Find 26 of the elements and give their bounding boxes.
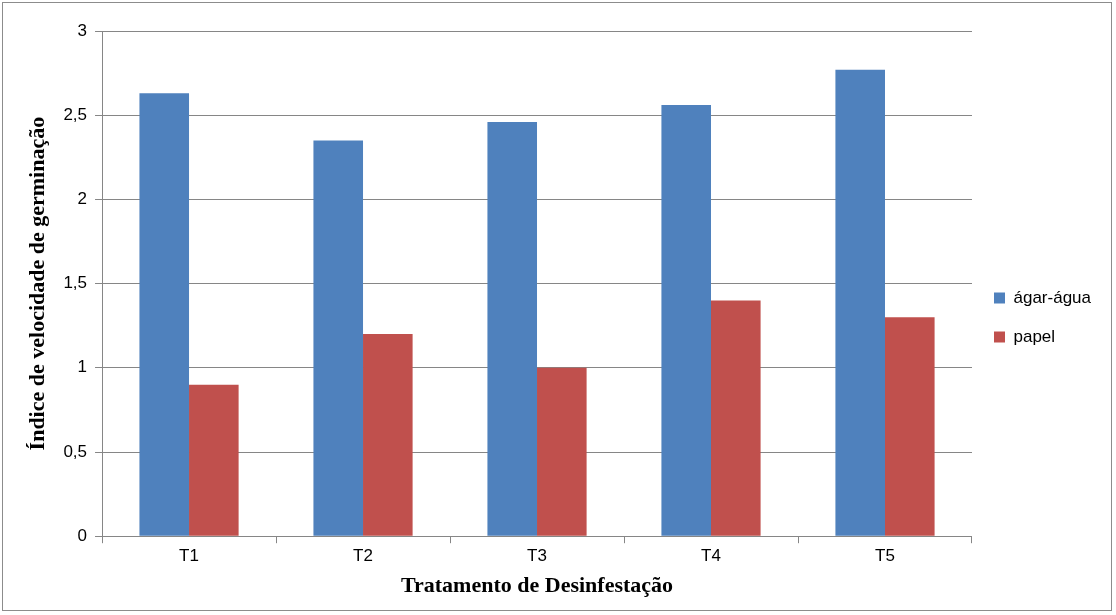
bar <box>363 334 413 536</box>
x-tick-label: T2 <box>353 546 373 566</box>
x-tick-label: T5 <box>875 546 895 566</box>
y-tick-label: 2 <box>77 189 88 209</box>
x-tick-label: T3 <box>527 546 547 566</box>
bar <box>537 367 587 536</box>
y-tick-label: 0,5 <box>63 441 88 461</box>
bar <box>189 384 239 536</box>
x-axis-title: Tratamento de Desinfestação <box>400 572 674 598</box>
bar <box>661 105 712 536</box>
y-tick-label: 3 <box>77 20 88 40</box>
bar <box>711 300 761 536</box>
bar <box>313 140 364 536</box>
bar <box>835 69 885 536</box>
x-tick-label: T4 <box>701 546 721 566</box>
y-axis-title: Índice de velocidade de germinação <box>23 116 49 451</box>
legend-label: papel <box>1013 326 1056 346</box>
legend-label: ágar-água <box>1013 287 1092 307</box>
bar <box>487 121 538 536</box>
y-tick-label: 0 <box>77 525 88 545</box>
y-tick-label: 2,5 <box>63 104 88 124</box>
bar <box>885 317 935 536</box>
y-tick-label: 1,5 <box>63 273 88 293</box>
y-tick-label: 1 <box>77 357 88 377</box>
x-tick-label: T1 <box>179 546 199 566</box>
bar <box>139 93 190 536</box>
